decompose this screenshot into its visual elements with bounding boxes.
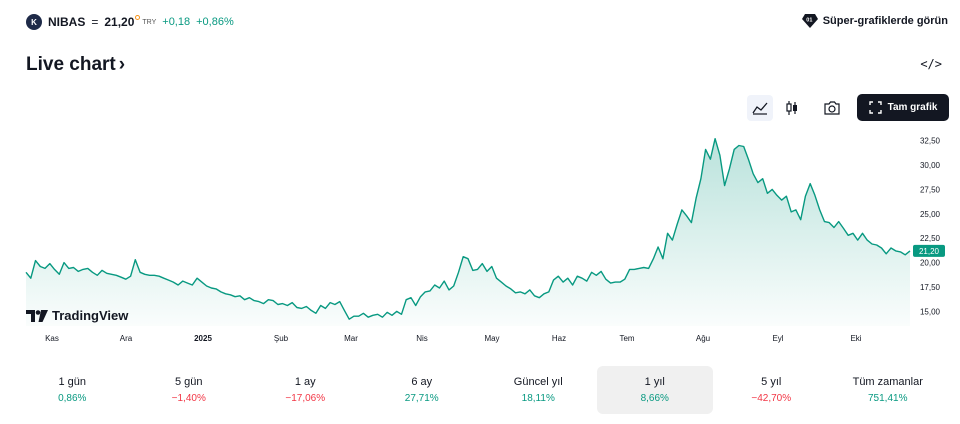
market-status-icon: [135, 14, 141, 20]
y-axis-label: 15,00: [920, 307, 941, 316]
y-axis-label: 17,50: [920, 283, 941, 292]
equals-sign: =: [91, 15, 99, 29]
x-axis-label: Eki: [850, 334, 861, 343]
y-axis-label: 25,00: [920, 210, 941, 219]
y-axis-label: 32,50: [920, 137, 941, 146]
period-label: Güncel yıl: [513, 376, 563, 388]
chevron-right-icon: ›: [118, 54, 126, 75]
price-area-fill: [26, 138, 910, 326]
period-label: 6 ay: [411, 376, 433, 388]
period-change: 27,71%: [404, 393, 439, 404]
tradingview-logo-icon: [26, 309, 48, 322]
x-axis-label: Haz: [552, 334, 566, 343]
svg-text:01: 01: [806, 18, 812, 24]
live-chart-title-link[interactable]: Live chart ›: [26, 54, 125, 76]
period-change: −17,06%: [285, 393, 326, 404]
page-title: Live chart: [26, 54, 116, 75]
price-chart-svg: Kas Ara 2025 Şub Mar Nis May Haz Tem Ağu Eyl Eki 32…: [25, 137, 945, 343]
change-percent: +0,86%: [196, 16, 234, 28]
y-axis-label: 20,00: [920, 259, 941, 268]
last-price-label: 21,20: [919, 247, 940, 256]
period-label: Tüm zamanlar: [852, 376, 923, 388]
y-axis-label: 30,00: [920, 161, 941, 170]
x-axis-label: Ağu: [696, 334, 710, 343]
period-performance-bar: 1 gün 0,86% 5 gün −1,40% 1 ay −17,06% 6 ay 27,7…: [14, 366, 946, 414]
supercharts-link[interactable]: 01 Süper-grafiklerde görün: [801, 13, 948, 29]
x-axis-label: Nis: [416, 334, 428, 343]
period-label: 5 yıl: [761, 376, 782, 388]
tradingview-brand[interactable]: TradingView: [26, 308, 128, 323]
supercharts-label: Süper-grafiklerde görün: [822, 15, 948, 27]
period-tab[interactable]: 1 ay −17,06%: [247, 366, 364, 414]
x-axis-label: May: [484, 334, 499, 343]
candles-chart-icon: [786, 100, 797, 115]
symbol-name[interactable]: NIBAS: [48, 15, 86, 29]
period-change: 751,41%: [868, 393, 908, 404]
full-chart-button[interactable]: Tam grafik: [857, 94, 949, 121]
embed-code-button[interactable]: </>: [920, 57, 942, 71]
period-tab[interactable]: Güncel yıl 18,11%: [480, 366, 597, 414]
x-axis-label: Tem: [619, 334, 634, 343]
last-price: 21,20: [104, 15, 135, 29]
area-chart-icon: [752, 102, 768, 115]
period-change: 8,66%: [640, 393, 669, 404]
y-axis-label: 22,50: [920, 234, 941, 243]
candles-chart-button[interactable]: [779, 95, 805, 121]
symbol-header: K NIBAS = 21,20 TRY +0,18 +0,86% 01 Süpe…: [26, 12, 948, 32]
period-change: −1,40%: [171, 393, 206, 404]
period-label: 1 yıl: [644, 376, 665, 388]
snapshot-button[interactable]: [819, 95, 845, 121]
period-tab[interactable]: 1 yıl 8,66%: [596, 366, 713, 414]
period-change: 18,11%: [521, 393, 555, 404]
full-chart-label: Tam grafik: [887, 102, 938, 113]
chart-toolbar: Tam grafik: [747, 94, 949, 121]
x-axis-label: Şub: [274, 334, 289, 343]
y-axis-label: 27,50: [920, 185, 941, 194]
area-chart-button[interactable]: [747, 94, 773, 121]
period-change: 0,86%: [58, 393, 87, 404]
x-axis-label: Ara: [120, 334, 133, 343]
camera-icon: [824, 100, 840, 115]
x-axis-label: Mar: [344, 334, 358, 343]
period-tab[interactable]: 6 ay 27,71%: [364, 366, 481, 414]
period-change: −42,70%: [751, 393, 792, 404]
last-price-label-bg: [913, 244, 945, 257]
period-tab[interactable]: 1 gün 0,86%: [14, 366, 131, 414]
supercharts-gem-icon: 01: [801, 14, 818, 28]
period-label: 5 gün: [174, 376, 203, 388]
x-axis-label: Eyl: [772, 334, 783, 343]
period-tab[interactable]: 5 gün −1,40%: [131, 366, 248, 414]
tradingview-label: TradingView: [52, 308, 129, 323]
currency-label: TRY: [142, 18, 157, 26]
period-label: 1 gün: [58, 376, 87, 388]
period-label: 1 ay: [294, 376, 316, 388]
change-absolute: +0,18: [162, 16, 191, 28]
x-axis-label: 2025: [194, 334, 212, 343]
price-chart[interactable]: Kas Ara 2025 Şub Mar Nis May Haz Tem Ağu Eyl Eki 32…: [0, 126, 960, 346]
company-logo-icon: K: [26, 14, 42, 30]
fullscreen-icon: [868, 101, 882, 114]
x-axis-label: Kas: [45, 334, 59, 343]
period-tab[interactable]: 5 yıl −42,70%: [713, 366, 830, 414]
price-line: [25, 138, 911, 320]
period-tab[interactable]: Tüm zamanlar 751,41%: [830, 366, 947, 414]
